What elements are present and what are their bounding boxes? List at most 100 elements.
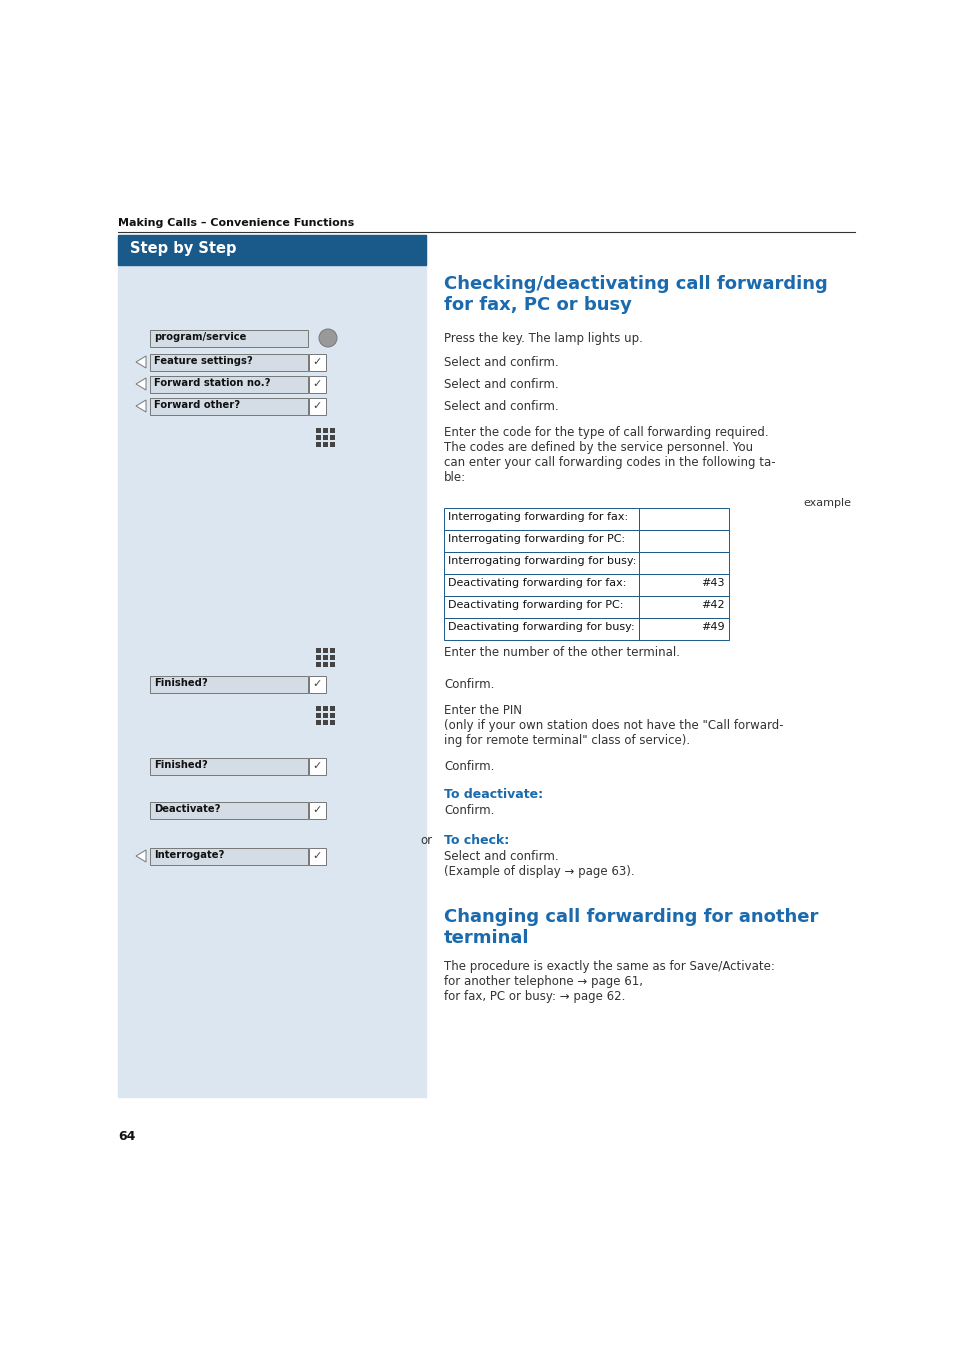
- Bar: [330, 720, 335, 725]
- Text: Feature settings?: Feature settings?: [153, 357, 253, 366]
- Bar: [639, 617, 728, 640]
- Polygon shape: [136, 357, 146, 367]
- Bar: [315, 662, 320, 667]
- Text: Interrogating forwarding for PC:: Interrogating forwarding for PC:: [448, 534, 624, 544]
- Bar: [443, 530, 639, 553]
- Text: Checking/deactivating call forwarding
for fax, PC or busy: Checking/deactivating call forwarding fo…: [443, 276, 827, 313]
- Bar: [150, 354, 308, 372]
- Text: Forward station no.?: Forward station no.?: [153, 378, 271, 388]
- Bar: [323, 707, 328, 711]
- Text: Deactivate?: Deactivate?: [153, 804, 220, 815]
- Text: Deactivating forwarding for PC:: Deactivating forwarding for PC:: [448, 600, 622, 611]
- Text: Interrogating forwarding for fax:: Interrogating forwarding for fax:: [448, 512, 627, 521]
- Text: #42: #42: [700, 600, 724, 611]
- Bar: [639, 553, 728, 574]
- Text: Select and confirm.: Select and confirm.: [443, 400, 558, 413]
- Bar: [315, 713, 320, 717]
- Bar: [323, 655, 328, 661]
- Text: Step by Step: Step by Step: [130, 240, 236, 255]
- Text: Confirm.: Confirm.: [443, 804, 494, 817]
- Bar: [443, 508, 639, 530]
- Text: ✓: ✓: [313, 680, 322, 689]
- Bar: [443, 553, 639, 574]
- Bar: [315, 648, 320, 653]
- Bar: [639, 574, 728, 596]
- Text: or: or: [419, 834, 432, 847]
- Text: ✓: ✓: [313, 380, 322, 389]
- Text: Making Calls – Convenience Functions: Making Calls – Convenience Functions: [118, 218, 354, 228]
- Bar: [323, 435, 328, 440]
- Text: 64: 64: [118, 1129, 135, 1143]
- Bar: [309, 802, 326, 819]
- Bar: [309, 399, 326, 415]
- Circle shape: [318, 330, 336, 347]
- Bar: [150, 399, 308, 415]
- Text: Select and confirm.: Select and confirm.: [443, 357, 558, 369]
- Bar: [443, 574, 639, 596]
- Text: Select and confirm.
(Example of display → page 63).: Select and confirm. (Example of display …: [443, 850, 634, 878]
- Text: Finished?: Finished?: [153, 678, 208, 688]
- Text: Deactivating forwarding for fax:: Deactivating forwarding for fax:: [448, 578, 626, 588]
- Bar: [309, 376, 326, 393]
- Bar: [118, 235, 426, 1097]
- Text: Confirm.: Confirm.: [443, 761, 494, 773]
- Bar: [323, 428, 328, 434]
- Polygon shape: [136, 400, 146, 412]
- Text: Changing call forwarding for another
terminal: Changing call forwarding for another ter…: [443, 908, 818, 947]
- Bar: [330, 707, 335, 711]
- Text: ✓: ✓: [313, 761, 322, 771]
- Bar: [330, 442, 335, 447]
- Text: Deactivating forwarding for busy:: Deactivating forwarding for busy:: [448, 621, 634, 632]
- Bar: [315, 428, 320, 434]
- Text: Interrogate?: Interrogate?: [153, 850, 224, 861]
- Bar: [309, 354, 326, 372]
- Bar: [150, 330, 308, 347]
- Text: Enter the PIN
(only if your own station does not have the "Call forward-
ing for: Enter the PIN (only if your own station …: [443, 704, 782, 747]
- Text: The procedure is exactly the same as for Save/Activate:
for another telephone → : The procedure is exactly the same as for…: [443, 961, 774, 1002]
- Text: Confirm.: Confirm.: [443, 678, 494, 690]
- Bar: [150, 848, 308, 865]
- Polygon shape: [136, 378, 146, 390]
- Bar: [443, 617, 639, 640]
- Bar: [309, 848, 326, 865]
- Bar: [150, 376, 308, 393]
- Bar: [323, 442, 328, 447]
- Text: ✓: ✓: [313, 357, 322, 367]
- Bar: [323, 648, 328, 653]
- Text: Finished?: Finished?: [153, 761, 208, 770]
- Bar: [443, 596, 639, 617]
- Bar: [639, 596, 728, 617]
- Bar: [309, 676, 326, 693]
- Bar: [150, 676, 308, 693]
- Bar: [330, 428, 335, 434]
- Bar: [330, 713, 335, 717]
- Text: program/service: program/service: [153, 332, 246, 342]
- Text: ✓: ✓: [313, 851, 322, 861]
- Bar: [330, 662, 335, 667]
- Text: #43: #43: [700, 578, 724, 588]
- Text: Press the key. The lamp lights up.: Press the key. The lamp lights up.: [443, 332, 642, 345]
- Text: Enter the code for the type of call forwarding required.
The codes are defined b: Enter the code for the type of call forw…: [443, 426, 775, 484]
- Bar: [118, 235, 426, 265]
- Bar: [315, 707, 320, 711]
- Text: Forward other?: Forward other?: [153, 400, 240, 409]
- Bar: [315, 435, 320, 440]
- Text: To deactivate:: To deactivate:: [443, 788, 542, 801]
- Bar: [323, 713, 328, 717]
- Bar: [323, 720, 328, 725]
- Bar: [330, 435, 335, 440]
- Text: #49: #49: [700, 621, 724, 632]
- Text: ✓: ✓: [313, 805, 322, 815]
- Text: example: example: [802, 499, 850, 508]
- Bar: [150, 802, 308, 819]
- Bar: [330, 648, 335, 653]
- Bar: [315, 720, 320, 725]
- Bar: [315, 442, 320, 447]
- Text: ✓: ✓: [313, 401, 322, 411]
- Bar: [309, 758, 326, 775]
- Bar: [150, 758, 308, 775]
- Text: To check:: To check:: [443, 834, 509, 847]
- Polygon shape: [136, 850, 146, 862]
- Bar: [639, 508, 728, 530]
- Bar: [330, 655, 335, 661]
